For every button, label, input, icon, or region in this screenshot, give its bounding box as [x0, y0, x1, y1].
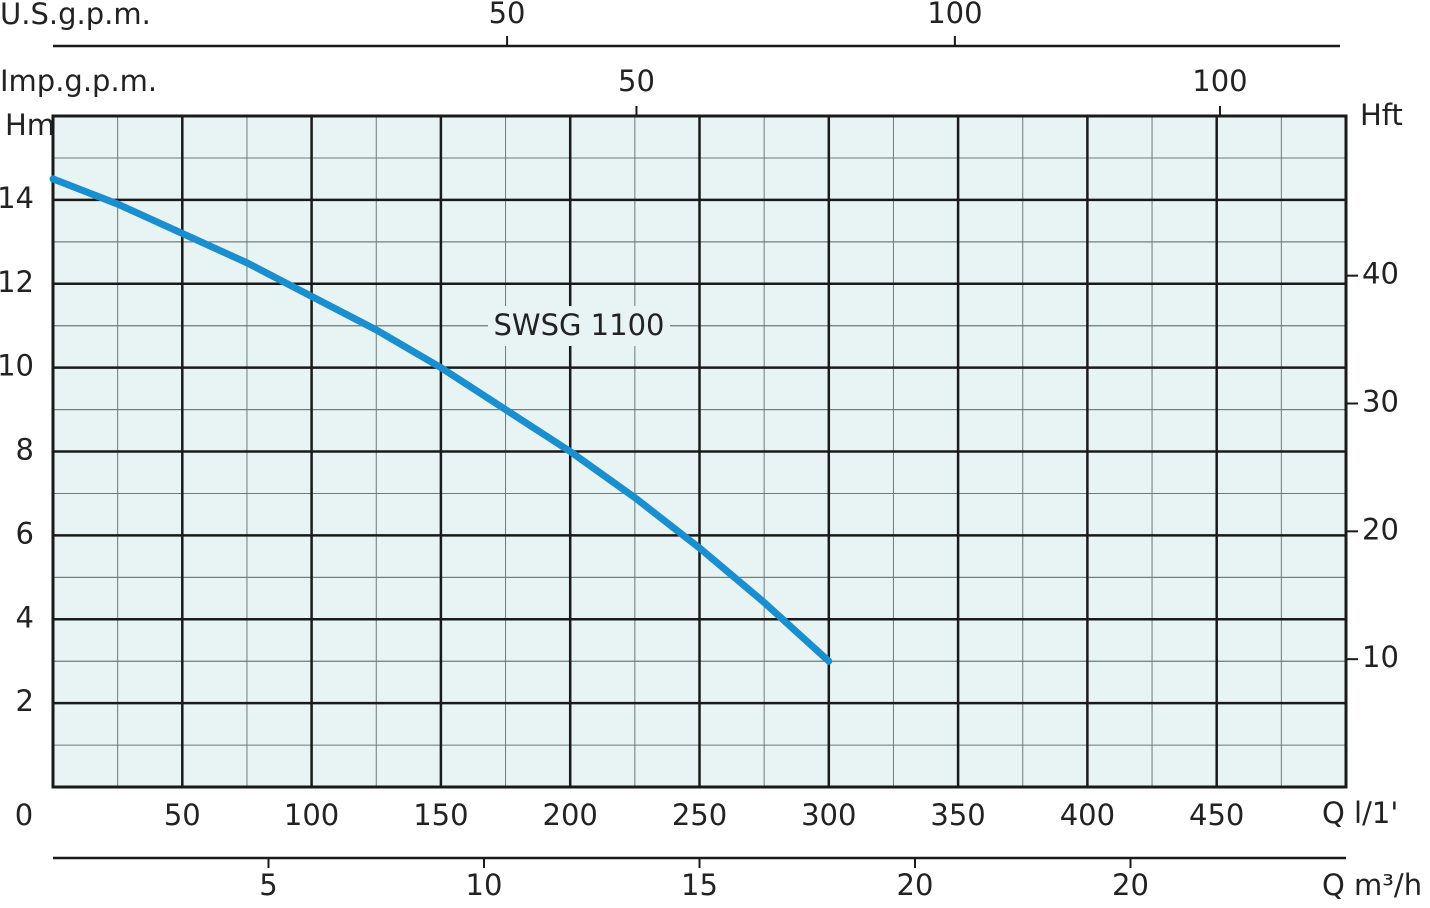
top-axis-label: U.S.g.p.m.: [0, 0, 151, 31]
y2-tick-label: 30: [1362, 384, 1399, 418]
x-tick-label: 300: [801, 798, 856, 832]
x-tick-label: 100: [284, 798, 339, 832]
axis-tick-label: 10: [466, 868, 503, 902]
y-axis-label: Hm: [5, 108, 55, 142]
y2-tick-label: 20: [1362, 512, 1399, 546]
y-tick-label: 4: [16, 600, 34, 634]
x-tick-label: 200: [543, 798, 598, 832]
axis-tick-label: 50: [618, 64, 655, 98]
y2-axis-label: Hft: [1360, 98, 1403, 132]
axis-tick-label: 100: [927, 0, 982, 30]
y2-tick-label: 10: [1362, 640, 1399, 674]
axis-tick-label: 15: [681, 868, 718, 902]
y-tick-label: 14: [0, 181, 34, 215]
axis-tick-label: 5: [259, 868, 277, 902]
y-tick-label: 8: [16, 433, 34, 467]
axis-tick-label: 100: [1192, 64, 1247, 98]
curve: [49, 175, 833, 665]
top-axis-label: Imp.g.p.m.: [0, 64, 157, 98]
curve-label: SWSG 1100: [494, 308, 665, 342]
y-tick-label: 10: [0, 349, 34, 383]
y-tick-label: 12: [0, 265, 34, 299]
x-tick-label: 400: [1060, 798, 1115, 832]
y-tick-label: 2: [16, 684, 34, 718]
axis-tick-label: 20: [1112, 868, 1149, 902]
y-tick-label: 6: [16, 516, 34, 550]
axis-tick-label: 20: [897, 868, 934, 902]
x-tick-label: 50: [164, 798, 201, 832]
x-tick-label: 0: [15, 798, 33, 832]
x-tick-label: 450: [1189, 798, 1244, 832]
axis-tick-label: 50: [489, 0, 526, 30]
x-axis-label: Q l/1': [1322, 796, 1398, 830]
y2-tick-label: 40: [1362, 257, 1399, 291]
x-tick-label: 150: [413, 798, 468, 832]
x-axis-label: Q m³/h: [1322, 868, 1422, 902]
x-tick-label: 350: [930, 798, 985, 832]
label-background: [488, 306, 670, 346]
x-tick-label: 250: [672, 798, 727, 832]
